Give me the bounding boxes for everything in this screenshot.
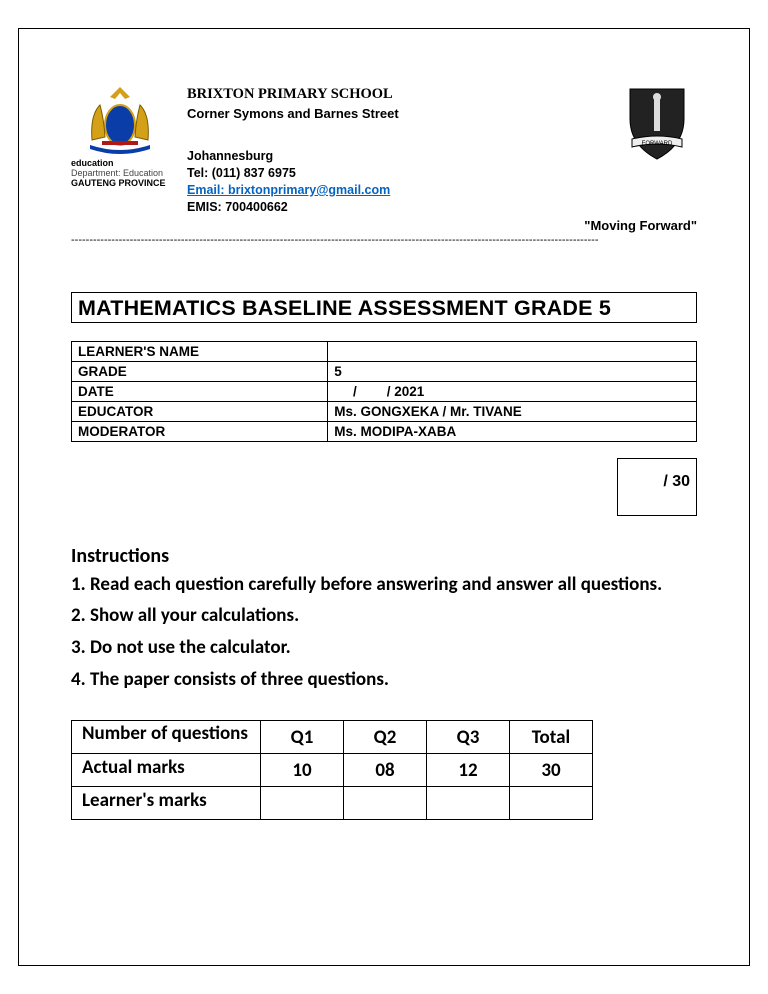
emis: EMIS: 700400662	[187, 199, 599, 216]
marks-cell: 10	[261, 754, 344, 787]
marks-table: Number of questions Q1 Q2 Q3 Total Actua…	[71, 720, 593, 820]
school-crest-icon: FORWARD	[624, 85, 690, 163]
marks-cell	[510, 787, 593, 820]
email-line: Email: brixtonprimary@gmail.com	[187, 182, 599, 199]
marks-cell: 12	[427, 754, 510, 787]
marks-row-label: Learner's marks	[72, 787, 261, 820]
coat-of-arms-icon	[72, 85, 168, 157]
instruction-item: 2. Show all your calculations.	[71, 603, 697, 629]
marks-row-label: Actual marks	[72, 754, 261, 787]
page-frame: education Department: Education GAUTENG …	[18, 28, 750, 966]
info-label: MODERATOR	[72, 421, 328, 441]
info-value: / / 2021	[328, 381, 697, 401]
email-link[interactable]: Email: brixtonprimary@gmail.com	[187, 183, 390, 197]
marks-cell	[344, 787, 427, 820]
edu-line1: education	[71, 158, 114, 168]
letterhead: education Department: Education GAUTENG …	[71, 85, 697, 216]
school-address: Corner Symons and Barnes Street	[187, 105, 599, 123]
table-row: MODERATOR Ms. MODIPA-XABA	[72, 421, 697, 441]
motto: "Moving Forward"	[71, 218, 697, 233]
info-label: LEARNER'S NAME	[72, 341, 328, 361]
info-label: DATE	[72, 381, 328, 401]
info-value: Ms. GONGXEKA / Mr. TIVANE	[328, 401, 697, 421]
table-row: EDUCATOR Ms. GONGXEKA / Mr. TIVANE	[72, 401, 697, 421]
instruction-item: 3. Do not use the calculator.	[71, 635, 697, 661]
education-dept-label: education Department: Education GAUTENG …	[71, 159, 169, 189]
table-row: LEARNER'S NAME	[72, 341, 697, 361]
marks-cell	[261, 787, 344, 820]
edu-line3: GAUTENG PROVINCE	[71, 178, 166, 188]
school-name: BRIXTON PRIMARY SCHOOL	[187, 85, 599, 105]
edu-line2: Department: Education	[71, 168, 163, 178]
table-row: DATE / / 2021	[72, 381, 697, 401]
page: education Department: Education GAUTENG …	[0, 0, 768, 994]
marks-col: Total	[510, 721, 593, 754]
marks-col: Q1	[261, 721, 344, 754]
marks-cell	[427, 787, 510, 820]
total-score-box: / 30	[617, 458, 697, 516]
marks-header-label: Number of questions	[72, 721, 261, 754]
table-row: Actual marks 10 08 12 30	[72, 754, 593, 787]
learner-info-table: LEARNER'S NAME GRADE 5 DATE / / 2021 EDU…	[71, 341, 697, 442]
table-row: Number of questions Q1 Q2 Q3 Total	[72, 721, 593, 754]
info-label: EDUCATOR	[72, 401, 328, 421]
school-crest-block: FORWARD	[617, 85, 697, 168]
table-row: GRADE 5	[72, 361, 697, 381]
city: Johannesburg	[187, 148, 599, 165]
marks-cell: 08	[344, 754, 427, 787]
instruction-item: 1. Read each question carefully before a…	[71, 572, 697, 598]
contact-block: Johannesburg Tel: (011) 837 6975 Email: …	[187, 148, 599, 216]
assessment-title-box: MATHEMATICS BASELINE ASSESSMENT GRADE 5	[71, 292, 697, 323]
instructions-block: Instructions 1. Read each question caref…	[71, 544, 697, 693]
info-value	[328, 341, 697, 361]
school-info: BRIXTON PRIMARY SCHOOL Corner Symons and…	[187, 85, 599, 216]
info-label: GRADE	[72, 361, 328, 381]
svg-text:FORWARD: FORWARD	[642, 141, 673, 147]
coat-of-arms-block: education Department: Education GAUTENG …	[71, 85, 169, 189]
instruction-item: 4. The paper consists of three questions…	[71, 667, 697, 693]
instructions-heading: Instructions	[71, 544, 697, 568]
assessment-title: MATHEMATICS BASELINE ASSESSMENT GRADE 5	[78, 296, 690, 321]
marks-cell: 30	[510, 754, 593, 787]
info-value: 5	[328, 361, 697, 381]
marks-col: Q2	[344, 721, 427, 754]
separator-line: ----------------------------------------…	[71, 235, 697, 246]
info-value: Ms. MODIPA-XABA	[328, 421, 697, 441]
table-row: Learner's marks	[72, 787, 593, 820]
total-score: / 30	[663, 473, 690, 491]
marks-col: Q3	[427, 721, 510, 754]
telephone: Tel: (011) 837 6975	[187, 165, 599, 182]
